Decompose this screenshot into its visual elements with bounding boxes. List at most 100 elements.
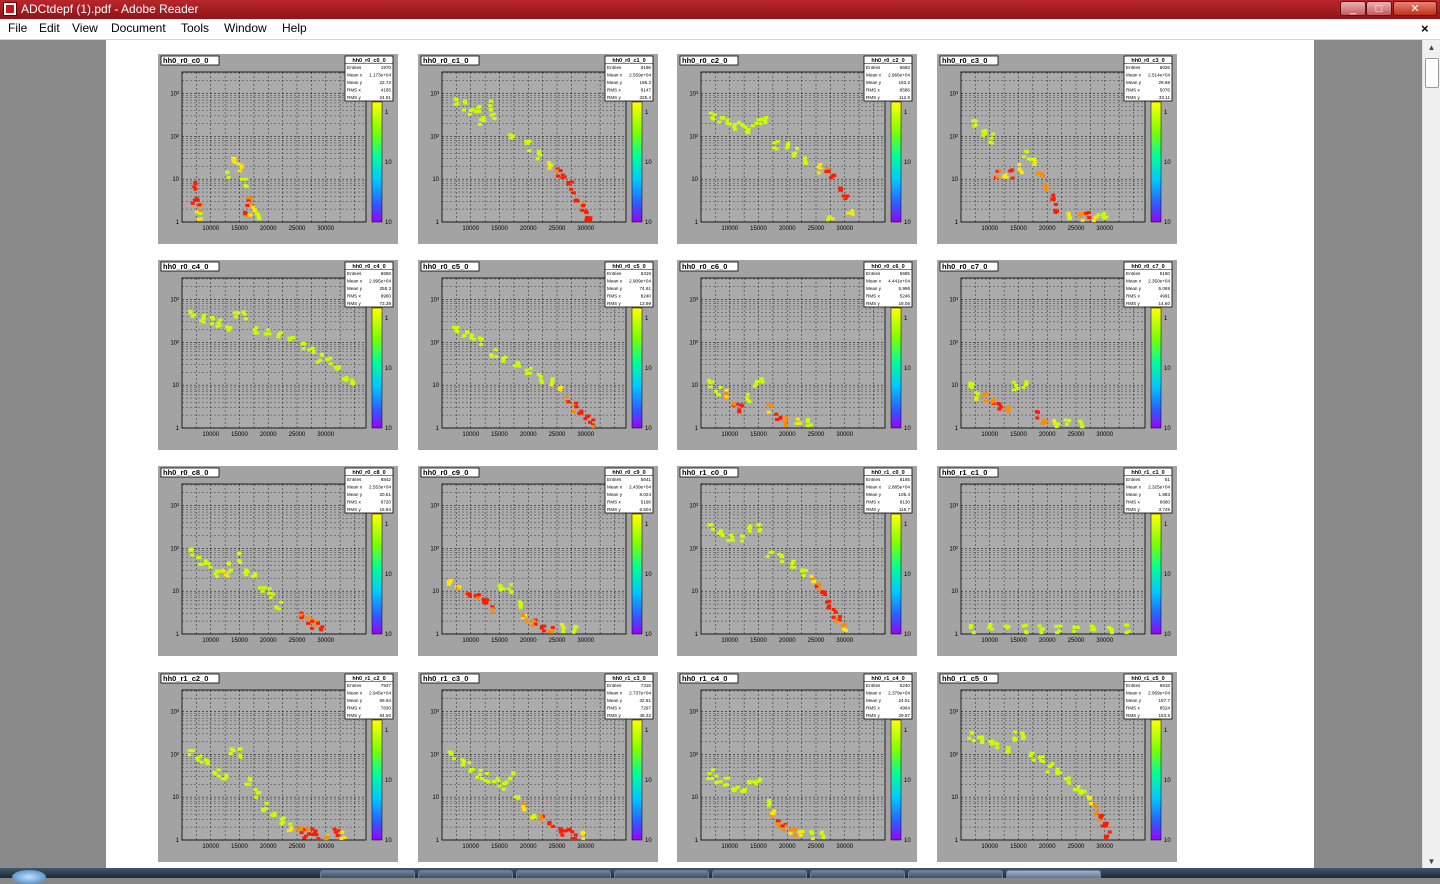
menu-help[interactable]: Help: [282, 21, 307, 35]
data-cell: [726, 538, 731, 542]
histogram-panel[interactable]: 1 10 10 1 10 10² 10³ 10000 15000 20000 25000 30000 h…: [418, 466, 658, 656]
x-tick-label: 10000: [202, 432, 219, 438]
stats-value: 6683: [900, 65, 911, 70]
data-cell: [550, 377, 555, 381]
stats-title: hh0_r0_c0_0: [352, 58, 385, 64]
histogram-panel[interactable]: 1 10 10 1 10 10² 10³ 10000 15000 20000 25000 30000 h…: [418, 54, 658, 244]
data-cell: [746, 131, 751, 135]
menu-window[interactable]: Window: [224, 21, 267, 35]
histogram-panel[interactable]: 1 10 10 1 10 10² 10³ 10000 15000 20000 25000 30000 h…: [418, 260, 658, 450]
taskbar-item[interactable]: [516, 870, 611, 878]
data-cell: [585, 219, 590, 223]
histogram-panel[interactable]: 1 10 10 1 10 10² 10³ 10000 15000 20000 25000 30000 h…: [677, 54, 917, 244]
start-orb-icon[interactable]: [12, 870, 46, 884]
vertical-scrollbar[interactable]: ▲ ▼: [1422, 40, 1440, 870]
histogram-panel[interactable]: 1 10 10 1 10 10² 10³ 10000 15000 20000 25000 30000 h…: [158, 466, 398, 656]
y-tick-label: 10³: [949, 91, 958, 97]
minimize-button[interactable]: _: [1340, 1, 1366, 16]
data-cell: [766, 410, 771, 414]
scroll-up-icon[interactable]: ▲: [1427, 43, 1436, 52]
data-cell: [483, 778, 488, 782]
data-cell: [714, 389, 719, 393]
taskbar-item[interactable]: [908, 870, 1003, 878]
document-viewport[interactable]: 1 10 10 1 10 10² 10³ 10000 15000 20000 25000 30000 h…: [0, 40, 1422, 868]
stats-value: 51: [1165, 477, 1171, 482]
menu-tools[interactable]: Tools: [181, 21, 210, 35]
data-cell: [1086, 795, 1091, 799]
palette-label: 1: [1164, 728, 1168, 734]
taskbar-item[interactable]: [320, 870, 415, 878]
histogram-panel[interactable]: 1 10 10 1 10 10² 10³ 10000 15000 20000 25000 30000 h…: [937, 54, 1177, 244]
scroll-down-icon[interactable]: ▼: [1427, 857, 1436, 866]
menu-view[interactable]: View: [72, 21, 98, 35]
data-cell: [1044, 420, 1049, 424]
histogram-panel[interactable]: 1 10 10 1 10 10² 10³ 10000 15000 20000 25000 30000 h…: [937, 672, 1177, 862]
histogram-panel[interactable]: 1 10 10 1 10 10² 10³ 10000 15000 20000 25000 30000 h…: [418, 672, 658, 862]
data-cell: [305, 616, 310, 620]
data-cell: [969, 730, 974, 734]
stats-value: 8130: [900, 500, 911, 505]
histogram-panel[interactable]: 1 10 10 1 10 10² 10³ 10000 15000 20000 25000 30000 h…: [937, 260, 1177, 450]
data-cell: [780, 824, 785, 828]
histogram-panel[interactable]: 1 10 10 1 10 10² 10³ 10000 15000 20000 25000 30000 h…: [677, 672, 917, 862]
histogram-panel[interactable]: 1 10 10 1 10 10² 10³ 10000 15000 20000 25000 30000 h…: [158, 260, 398, 450]
close-document-icon[interactable]: ×: [1421, 21, 1429, 36]
stats-label: Entries: [607, 477, 622, 482]
taskbar-item[interactable]: [418, 870, 513, 878]
maximize-button[interactable]: □: [1366, 1, 1392, 16]
data-cell: [299, 611, 304, 615]
data-cell: [748, 524, 753, 528]
stats-value: 5076: [1160, 88, 1171, 93]
data-cell: [573, 199, 578, 203]
data-cell: [804, 569, 809, 573]
data-cell: [560, 623, 565, 627]
data-cell: [254, 326, 259, 330]
taskbar: [0, 868, 1440, 884]
data-cell: [566, 400, 571, 404]
histogram-panel[interactable]: 1 10 10 1 10 10² 10³ 10000 15000 20000 25000 30000 h…: [937, 466, 1177, 656]
scroll-thumb[interactable]: [1425, 58, 1439, 88]
close-button[interactable]: ✕: [1393, 1, 1437, 16]
data-cell: [1020, 171, 1025, 175]
menu-edit[interactable]: Edit: [39, 21, 60, 35]
stats-label: Mean x: [866, 73, 882, 78]
histogram-panel[interactable]: 1 10 10 1 10 10² 10³ 10000 15000 20000 25000 30000 h…: [677, 466, 917, 656]
data-cell: [1024, 623, 1029, 627]
menu-document[interactable]: Document: [111, 21, 166, 35]
histogram-panel[interactable]: 1 10 10 1 10 10² 10³ 10000 15000 20000 25000 30000 h…: [677, 260, 917, 450]
x-tick-label: 10000: [721, 844, 738, 850]
data-cell: [1015, 386, 1020, 390]
taskbar-item[interactable]: [712, 870, 807, 878]
data-cell: [1007, 405, 1012, 409]
plot-area: [960, 277, 1146, 429]
y-tick-label: 1: [176, 426, 180, 432]
taskbar-item[interactable]: [614, 870, 709, 878]
data-cell: [212, 770, 217, 774]
data-cell: [541, 629, 546, 633]
data-cell: [217, 324, 222, 328]
stats-value: 2.514e+04: [1148, 73, 1170, 78]
data-cell: [550, 630, 555, 634]
data-cell: [1075, 625, 1080, 629]
data-cell: [716, 531, 721, 535]
data-cell: [995, 746, 1000, 750]
data-cell: [740, 539, 745, 543]
data-cell: [477, 772, 482, 776]
data-cell: [772, 809, 777, 813]
taskbar-item[interactable]: [810, 870, 905, 878]
stats-value: 6026: [1160, 65, 1171, 70]
data-cell: [455, 102, 460, 106]
taskbar-item-adobe-reader[interactable]: [1006, 870, 1101, 878]
data-cell: [1080, 425, 1085, 429]
stats-title: hh0_r1_c3_0: [612, 676, 645, 682]
data-cell: [484, 771, 489, 775]
stats-label: RMS x: [1126, 294, 1140, 299]
data-cell: [485, 780, 490, 784]
data-cell: [783, 824, 788, 828]
menu-file[interactable]: File: [8, 21, 28, 35]
histogram-panel[interactable]: 1 10 10 1 10 10² 10³ 10000 15000 20000 25000 30000 h…: [158, 54, 398, 244]
histogram-panel[interactable]: 1 10 10 1 10 10² 10³ 10000 15000 20000 25000 30000 h…: [158, 672, 398, 862]
data-cell: [288, 822, 293, 826]
data-cell: [1104, 837, 1109, 841]
stats-label: Mean x: [607, 485, 623, 490]
